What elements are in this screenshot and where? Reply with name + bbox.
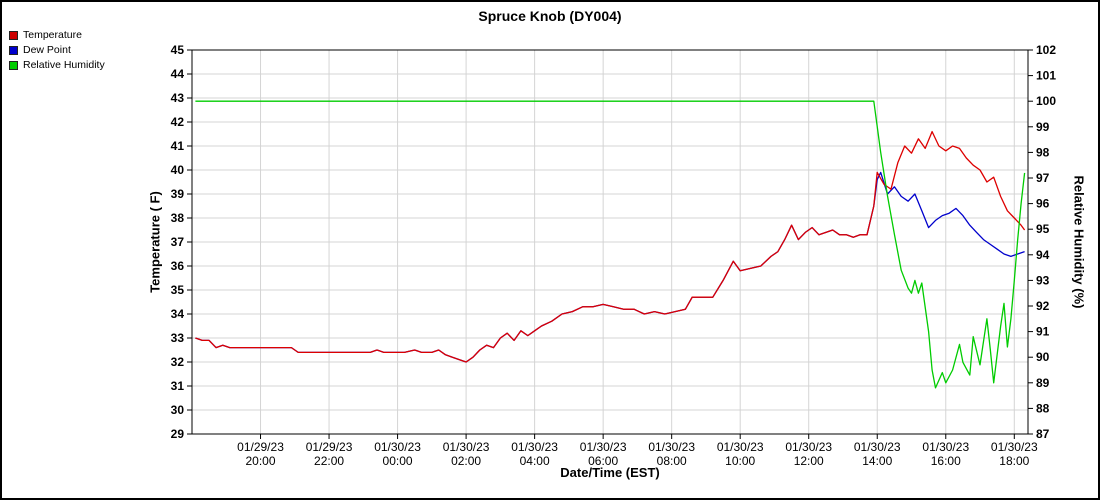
y-right-tick-label: 91 (1036, 325, 1050, 339)
x-tick-date-label: 01/30/23 (443, 440, 490, 454)
legend-swatch-icon (9, 30, 18, 40)
x-tick-date-label: 01/30/23 (648, 440, 695, 454)
y-right-tick-label: 97 (1036, 171, 1050, 185)
x-tick-date-label: 01/30/23 (922, 440, 969, 454)
y-left-tick-label: 32 (171, 355, 185, 369)
chart-title: Spruce Knob (DY004) (478, 8, 622, 24)
y-right-tick-label: 102 (1036, 43, 1056, 57)
y-left-tick-label: 41 (171, 139, 185, 153)
y-right-tick-label: 95 (1036, 222, 1050, 236)
y-left-tick-label: 30 (171, 403, 185, 417)
legend-item-relative-humidity: Relative Humidity (9, 59, 105, 71)
x-tick-time-label: 14:00 (862, 454, 892, 468)
x-tick-time-label: 04:00 (520, 454, 550, 468)
x-tick-date-label: 01/29/23 (237, 440, 284, 454)
x-tick-date-label: 01/29/23 (306, 440, 353, 454)
y-right-tick-label: 101 (1036, 69, 1056, 83)
x-tick-time-label: 02:00 (451, 454, 481, 468)
y-left-tick-label: 39 (171, 187, 185, 201)
legend-swatch-icon (9, 60, 18, 70)
x-tick-time-label: 08:00 (657, 454, 687, 468)
y-left-tick-label: 34 (171, 307, 185, 321)
series-line-temperature (195, 130, 1026, 363)
y-right-tick-label: 90 (1036, 350, 1050, 364)
y-left-tick-label: 45 (171, 43, 185, 57)
y-right-tick-label: 92 (1036, 299, 1050, 313)
x-tick-time-label: 12:00 (794, 454, 824, 468)
y-right-tick-label: 96 (1036, 197, 1050, 211)
y-left-tick-label: 40 (171, 163, 185, 177)
y-left-tick-label: 42 (171, 115, 185, 129)
legend-item-dew-point: Dew Point (9, 44, 105, 56)
x-tick-time-label: 06:00 (588, 454, 618, 468)
x-tick-date-label: 01/30/23 (854, 440, 901, 454)
x-tick-time-label: 20:00 (246, 454, 276, 468)
y-left-tick-label: 35 (171, 283, 185, 297)
x-tick-date-label: 01/30/23 (785, 440, 832, 454)
y-right-tick-label: 94 (1036, 248, 1050, 262)
y-right-tick-label: 99 (1036, 120, 1050, 134)
x-tick-time-label: 16:00 (931, 454, 961, 468)
y-right-tick-label: 93 (1036, 273, 1050, 287)
x-tick-date-label: 01/30/23 (374, 440, 421, 454)
y-right-tick-label: 89 (1036, 376, 1050, 390)
y-left-tick-label: 31 (171, 379, 185, 393)
legend-item-temperature: Temperature (9, 29, 105, 41)
y-right-tick-label: 100 (1036, 94, 1056, 108)
y-left-tick-label: 37 (171, 235, 185, 249)
x-tick-time-label: 22:00 (314, 454, 344, 468)
x-tick-date-label: 01/30/23 (991, 440, 1038, 454)
y-left-tick-label: 29 (171, 427, 185, 441)
y-left-tick-label: 38 (171, 211, 185, 225)
y-left-tick-label: 44 (171, 67, 185, 81)
y-right-tick-label: 87 (1036, 427, 1050, 441)
legend-label: Temperature (23, 29, 82, 41)
x-axis-label: Date/Time (EST) (560, 465, 660, 480)
legend-label: Dew Point (23, 44, 71, 56)
y-left-tick-label: 33 (171, 331, 185, 345)
x-tick-date-label: 01/30/23 (511, 440, 558, 454)
y-right-tick-label: 88 (1036, 401, 1050, 415)
x-tick-time-label: 10:00 (725, 454, 755, 468)
series-line-relative-humidity (195, 100, 1026, 389)
legend: Temperature Dew Point Relative Humidity (9, 29, 105, 74)
legend-label: Relative Humidity (23, 59, 105, 71)
y-left-tick-label: 43 (171, 91, 185, 105)
y-right-tick-label: 98 (1036, 145, 1050, 159)
x-tick-date-label: 01/30/23 (717, 440, 764, 454)
y-left-tick-label: 36 (171, 259, 185, 273)
x-tick-time-label: 18:00 (999, 454, 1029, 468)
legend-swatch-icon (9, 45, 18, 55)
x-tick-date-label: 01/30/23 (580, 440, 627, 454)
x-tick-time-label: 00:00 (383, 454, 413, 468)
